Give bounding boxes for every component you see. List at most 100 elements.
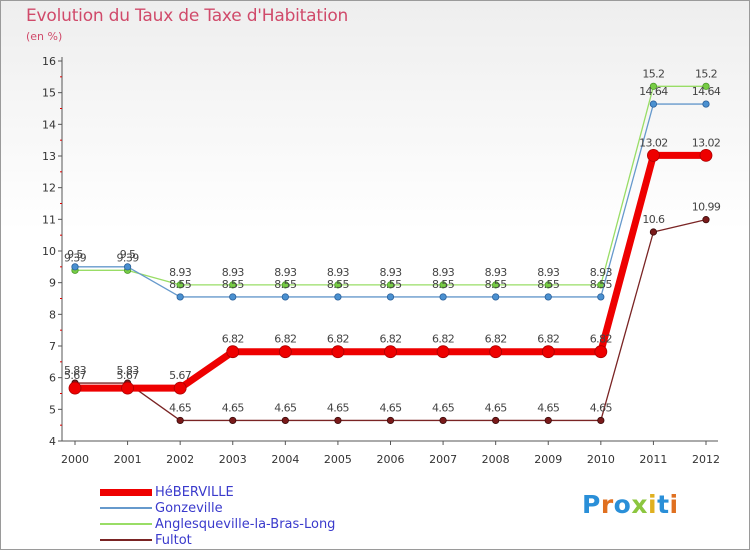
labels-h-berville: 5.67 5.67 5.67 6.82 6.82 6.82 6.82 6.82 6.82 6.82… xyxy=(64,136,721,382)
data-label: 4.65 xyxy=(222,401,245,414)
logo-letter: t xyxy=(657,490,670,519)
data-point xyxy=(334,281,342,289)
x-tick-label: 2008 xyxy=(482,453,510,466)
data-label: 15.2 xyxy=(695,67,717,80)
data-label: 8.93 xyxy=(379,266,402,279)
labels-anglesqueville-la-bras-long: 9.39 9.39 8.93 8.93 8.93 8.93 8.93 8.93 8.93 8.93… xyxy=(64,67,718,279)
data-point xyxy=(173,381,187,395)
data-label: 8.55 xyxy=(222,278,245,291)
series-anglesqueville-la-bras-long xyxy=(71,82,710,289)
data-label: 4.65 xyxy=(327,401,350,414)
data-point xyxy=(281,416,289,425)
data-point xyxy=(702,82,710,90)
data-label: 6.82 xyxy=(222,333,244,346)
data-label: 10.6 xyxy=(642,213,665,226)
data-label: 8.93 xyxy=(169,266,192,279)
x-tick-label: 2003 xyxy=(219,453,247,466)
data-label: 8.93 xyxy=(274,266,297,279)
data-point xyxy=(123,263,132,271)
data-label: 4.65 xyxy=(590,401,613,414)
data-point xyxy=(489,345,503,359)
data-point xyxy=(544,281,552,289)
data-label: 8.55 xyxy=(274,278,297,291)
data-point xyxy=(229,293,237,301)
data-label: 13.02 xyxy=(639,136,668,149)
y-tick-label: 11 xyxy=(42,213,56,226)
data-point xyxy=(281,293,289,301)
data-label: 4.65 xyxy=(274,401,297,414)
data-point xyxy=(544,293,552,301)
data-point xyxy=(594,345,608,359)
data-point xyxy=(492,293,500,301)
data-point xyxy=(386,293,395,301)
data-label: 6.82 xyxy=(327,333,349,346)
legend-label: Anglesqueville-la-Bras-Long xyxy=(155,517,336,532)
legend-label: HéBERVILLE xyxy=(155,485,234,500)
data-point xyxy=(436,345,450,359)
chart-title: Evolution du Taux de Taxe d'Habitation xyxy=(26,6,349,26)
y-tick-label: 9 xyxy=(49,277,56,290)
legend-swatch xyxy=(100,488,152,496)
legend-item: HéBERVILLE xyxy=(100,485,420,501)
labels-gonzeville: 9.5 9.58.55 8.55 8.55 8.55 8.55 8.55 8.55 8.55 8.… xyxy=(67,85,721,291)
x-tick-label: 2000 xyxy=(61,453,89,466)
data-label: 5.67 xyxy=(64,369,87,382)
data-point xyxy=(492,281,500,289)
legend-label: Fultot xyxy=(155,533,192,548)
data-point xyxy=(68,381,82,395)
y-tick-label: 14 xyxy=(42,118,56,131)
data-label: 8.93 xyxy=(327,266,350,279)
data-label: 6.82 xyxy=(274,333,296,346)
data-point xyxy=(334,293,342,301)
data-point xyxy=(597,293,605,301)
y-tick-label: 4 xyxy=(49,435,56,448)
data-point xyxy=(439,293,447,301)
y-tick-label: 16 xyxy=(42,55,56,68)
x-tick-label: 2001 xyxy=(114,453,142,466)
data-label: 5.67 xyxy=(169,369,192,382)
y-tick-label: 12 xyxy=(42,182,56,195)
data-label: 9.5 xyxy=(67,248,83,261)
data-point xyxy=(649,228,658,236)
data-label: 8.93 xyxy=(590,266,613,279)
data-point xyxy=(229,281,237,289)
y-tick-label: 5 xyxy=(49,403,56,416)
logo-letter: x xyxy=(631,490,648,519)
legend-swatch xyxy=(100,539,152,541)
data-point xyxy=(597,416,605,425)
x-tick-label: 2007 xyxy=(429,453,457,466)
data-label: 6.82 xyxy=(432,333,454,346)
data-label: 5.83 xyxy=(117,364,140,377)
y-tick-label: 10 xyxy=(42,245,56,258)
data-point xyxy=(649,100,658,108)
data-point xyxy=(176,281,184,289)
data-label: 4.65 xyxy=(379,401,402,414)
data-label: 9.39 xyxy=(117,251,140,264)
x-tick-label: 2010 xyxy=(587,453,615,466)
data-label: 9.39 xyxy=(64,251,87,264)
data-point xyxy=(384,345,397,359)
data-label: 13.02 xyxy=(692,136,721,149)
data-label: 6.82 xyxy=(485,333,507,346)
data-point xyxy=(541,345,555,359)
data-label: 4.65 xyxy=(432,401,455,414)
x-tick-label: 2004 xyxy=(271,453,299,466)
data-label: 8.55 xyxy=(169,278,192,291)
x-tick-label: 2009 xyxy=(534,453,562,466)
logo-letter: o xyxy=(613,490,632,519)
data-point xyxy=(176,293,184,301)
data-point xyxy=(699,148,713,162)
y-tick-label: 8 xyxy=(49,308,56,321)
legend-swatch xyxy=(100,507,152,509)
legend-swatch xyxy=(100,523,152,525)
logo-letter: i xyxy=(669,490,679,519)
data-label: 8.55 xyxy=(537,278,560,291)
series-h-berville xyxy=(68,148,713,395)
data-point xyxy=(439,281,447,289)
data-label: 15.2 xyxy=(642,67,664,80)
data-point xyxy=(702,100,710,108)
logo-letter: P xyxy=(582,490,601,519)
labels-fultot: 5.83 5.83 4.65 4.65 4.65 4.65 4.65 4.65 4.65 4.65… xyxy=(64,201,721,415)
data-label: 4.65 xyxy=(537,401,560,414)
